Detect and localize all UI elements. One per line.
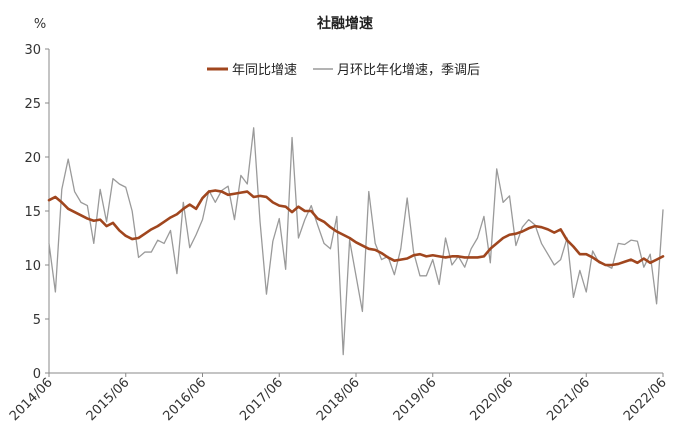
series-line-yoy: [47, 189, 665, 267]
legend-label-yoy: 年同比增速: [232, 63, 297, 78]
legend-label-mom: 月环比年化增速，季调后: [337, 63, 480, 78]
x-tick-label: 2022/06: [621, 375, 670, 424]
x-tick-label: 2016/06: [161, 375, 210, 424]
y-tick-label: 20: [24, 151, 41, 166]
y-tick-label: 5: [33, 313, 41, 328]
x-tick-label: 2017/06: [237, 375, 286, 424]
y-tick-label: 15: [24, 205, 41, 220]
series-lines: [47, 127, 665, 356]
y-tick-label: 25: [24, 97, 41, 112]
series-line-mom: [48, 127, 664, 356]
x-tick-label: 2021/06: [544, 375, 593, 424]
chart-title: 社融增速: [316, 15, 373, 32]
y-tick-label: 0: [33, 367, 41, 382]
legend: 年同比增速 月环比年化增速，季调后: [207, 63, 480, 78]
x-tick-label: 2015/06: [84, 375, 133, 424]
y-tick-label: 10: [24, 259, 41, 274]
y-ticks: 0 5 10 15 20 25 30: [24, 43, 49, 382]
y-axis-unit-label: %: [34, 17, 46, 32]
x-tick-label: 2014/06: [7, 375, 56, 424]
x-tick-label: 2019/06: [391, 375, 440, 424]
x-tick-label: 2020/06: [468, 375, 517, 424]
x-ticks: 2014/06 2015/06 2016/06 2017/06 2018/06 2019/…: [7, 373, 670, 424]
y-tick-label: 30: [24, 43, 41, 58]
x-tick-label: 2018/06: [314, 375, 363, 424]
